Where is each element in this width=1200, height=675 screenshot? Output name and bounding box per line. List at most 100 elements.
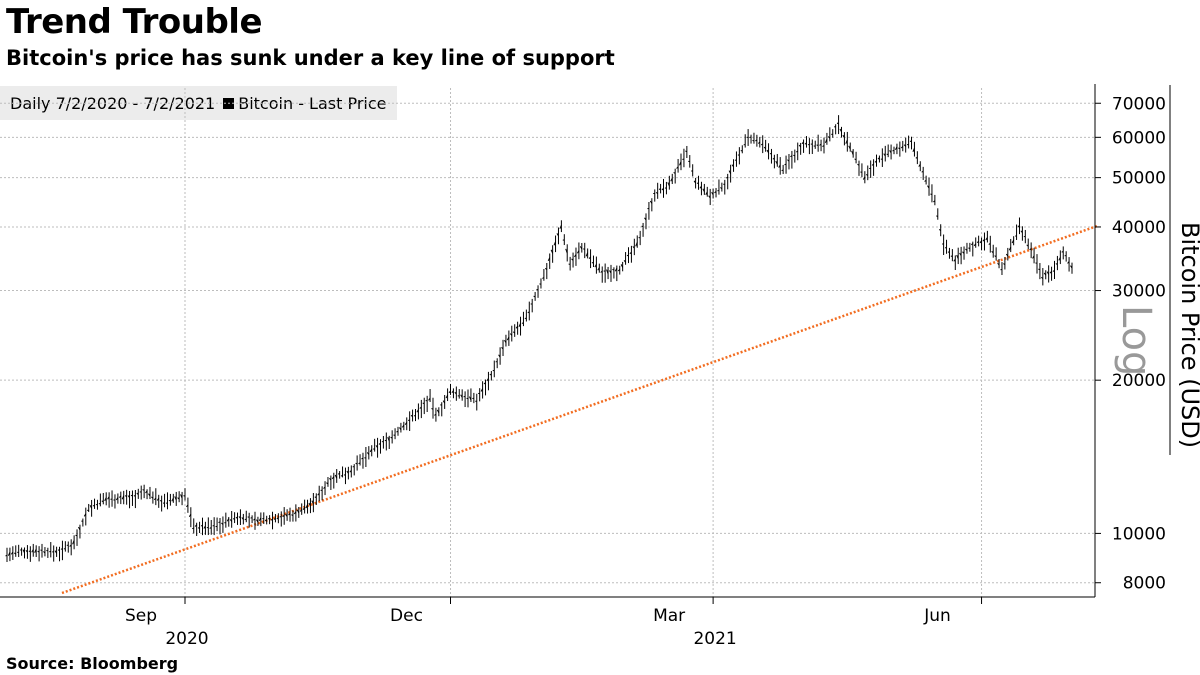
- price-bar-tick: [857, 163, 860, 166]
- price-bar-tick: [740, 150, 743, 152]
- chart-subtitle: Bitcoin's price has sunk under a key lin…: [6, 46, 615, 70]
- price-bar-tick: [142, 489, 145, 491]
- price-bar-tick: [798, 144, 802, 148]
- price-bar-tick: [757, 141, 761, 144]
- price-bar-tick: [769, 152, 772, 155]
- price-bar-tick: [1005, 253, 1009, 257]
- price-bar-tick: [232, 518, 235, 520]
- price-bar-tick: [708, 195, 711, 199]
- price-bar-tick: [340, 474, 343, 477]
- price-bar-tick: [576, 250, 580, 254]
- price-bar-tick: [264, 519, 267, 522]
- price-bar-tick: [658, 188, 661, 190]
- log-scale-label: Log: [1113, 305, 1159, 376]
- price-bar-tick: [451, 390, 454, 394]
- price-bar-tick: [766, 149, 769, 154]
- price-bar-tick: [431, 407, 434, 410]
- price-bar-tick: [1070, 265, 1073, 269]
- price-bar-tick: [460, 394, 463, 398]
- price-bar-tick: [795, 150, 798, 153]
- price-bar-tick: [597, 267, 600, 271]
- grid-lines: [0, 88, 1095, 597]
- price-bar-tick: [620, 264, 624, 268]
- price-bar-tick: [685, 150, 688, 153]
- price-bar-tick: [950, 255, 953, 258]
- price-bar-tick: [291, 514, 294, 517]
- y-tick-label: 30000: [1112, 282, 1166, 302]
- price-bar-tick: [676, 166, 679, 169]
- price-bar-tick: [448, 390, 451, 394]
- price-bar-tick: [661, 187, 664, 191]
- price-bar-tick: [483, 382, 486, 385]
- price-bar-tick: [804, 142, 807, 145]
- price-bar-tick: [991, 250, 994, 254]
- price-bar-tick: [337, 473, 340, 475]
- price-bar-tick: [177, 497, 180, 500]
- price-bar-tick: [506, 336, 510, 341]
- price-bar-tick: [1041, 276, 1044, 279]
- price-bar-tick: [533, 295, 536, 298]
- price-bar-tick: [98, 502, 101, 505]
- price-bar-tick: [241, 517, 244, 520]
- price-bar-tick: [22, 549, 25, 554]
- y-tick-label: 10000: [1112, 524, 1166, 544]
- price-bar-tick: [845, 139, 848, 144]
- price-bar-tick: [670, 178, 673, 182]
- price-bar-tick: [848, 145, 851, 150]
- price-bar-tick: [574, 254, 577, 258]
- price-bar-tick: [509, 333, 513, 336]
- price-bar-tick: [982, 238, 985, 242]
- price-bar-tick: [705, 191, 708, 195]
- price-bar-tick: [819, 143, 822, 146]
- price-bar-tick: [282, 514, 285, 518]
- price-bar-tick: [655, 192, 658, 195]
- price-bar-tick: [614, 268, 618, 272]
- price-bar-tick: [775, 160, 778, 165]
- price-bar-tick: [501, 346, 504, 350]
- price-bar-tick: [7, 551, 11, 556]
- price-bar-tick: [504, 339, 507, 343]
- price-bar-tick: [536, 288, 539, 291]
- price-bars: [5, 115, 1073, 563]
- price-bar-tick: [489, 373, 492, 376]
- price-bar-tick: [1020, 230, 1023, 234]
- price-bar-tick: [396, 430, 399, 433]
- price-bar-tick: [416, 409, 419, 413]
- price-bar-tick: [585, 252, 589, 257]
- x-tick-label: Dec: [390, 606, 423, 626]
- price-bar-tick: [1055, 263, 1058, 265]
- price-bar-tick: [854, 158, 857, 161]
- price-bar-tick: [836, 122, 839, 125]
- price-bar-tick: [877, 157, 880, 160]
- price-bar-tick: [909, 140, 912, 142]
- price-bar-tick: [728, 170, 732, 174]
- price-bar-tick: [317, 493, 320, 496]
- price-bar-tick: [361, 457, 364, 460]
- price-bar-tick: [644, 217, 647, 221]
- price-bar-tick: [544, 267, 548, 270]
- price-bar-tick: [956, 254, 959, 259]
- y-tick-label: 8000: [1123, 574, 1166, 594]
- price-bar-tick: [78, 526, 81, 531]
- price-bar-tick: [559, 225, 562, 229]
- price-bar-tick: [145, 490, 148, 494]
- price-bar-tick: [889, 150, 892, 154]
- price-bar-tick: [188, 514, 192, 518]
- price-bar-tick: [933, 200, 936, 203]
- price-bar-tick: [702, 188, 705, 192]
- source-note: Source: Bloomberg: [6, 654, 179, 673]
- price-bar-tick: [115, 497, 119, 501]
- price-bar-tick: [921, 170, 924, 173]
- price-bar-tick: [790, 155, 793, 158]
- price-bar-tick: [1046, 271, 1050, 275]
- price-bar-tick: [308, 502, 311, 507]
- price-bar-tick: [1061, 250, 1064, 253]
- price-bar-tick: [256, 519, 259, 523]
- price-bar-tick: [997, 262, 1000, 266]
- price-bar-tick: [186, 504, 189, 508]
- price-bar-tick: [1008, 246, 1012, 251]
- price-bar-tick: [69, 544, 72, 547]
- price-bar-tick: [547, 257, 551, 262]
- price-bar-tick: [171, 497, 174, 502]
- price-bar-tick: [366, 452, 370, 455]
